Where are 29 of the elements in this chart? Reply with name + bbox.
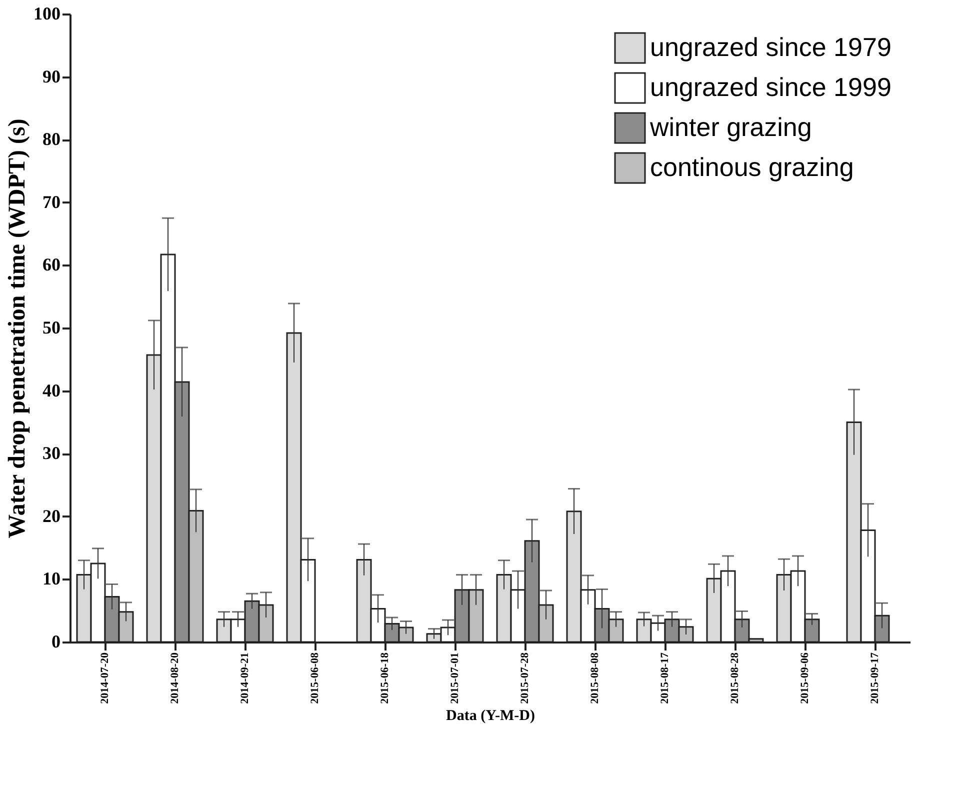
x-tick-label: 2015-07-28 bbox=[519, 652, 531, 704]
y-tick-label: 60 bbox=[42, 254, 60, 275]
x-tick-label: 2015-09-17 bbox=[869, 652, 881, 704]
y-axis-title: Water drop penetration time (WDPT) (s) bbox=[4, 118, 30, 538]
legend-label: ungrazed since 1979 bbox=[650, 32, 892, 62]
x-tick-label: 2015-08-08 bbox=[589, 652, 601, 704]
x-tick-label: 2015-06-18 bbox=[379, 652, 391, 704]
y-tick-label: 70 bbox=[42, 192, 60, 212]
x-tick-label: 2014-08-20 bbox=[169, 652, 181, 704]
y-tick-label: 0 bbox=[52, 632, 60, 652]
x-tick-label: 2015-07-01 bbox=[449, 652, 461, 704]
x-tick-label: 2015-08-17 bbox=[659, 652, 671, 704]
y-tick-label: 100 bbox=[34, 4, 60, 24]
legend-label: continous grazing bbox=[650, 152, 854, 182]
y-tick-label: 20 bbox=[42, 506, 60, 526]
y-tick-label: 50 bbox=[42, 318, 60, 338]
y-tick-label: 80 bbox=[42, 129, 60, 150]
y-tick-label: 90 bbox=[42, 66, 60, 86]
x-tick-label: 2015-06-08 bbox=[309, 652, 321, 704]
y-tick-label: 10 bbox=[42, 568, 60, 589]
x-tick-label: 2014-09-21 bbox=[239, 652, 251, 704]
x-tick-label: 2015-09-06 bbox=[799, 652, 811, 704]
x-tick-label: 2014-07-20 bbox=[99, 652, 111, 704]
y-tick-label: 30 bbox=[42, 443, 60, 464]
legend-label: ungrazed since 1999 bbox=[650, 72, 892, 102]
legend-label: winter grazing bbox=[649, 112, 812, 142]
x-axis-title: Data (Y-M-D) bbox=[446, 708, 536, 724]
y-tick-label: 40 bbox=[42, 380, 60, 400]
x-tick-label: 2015-08-28 bbox=[729, 652, 741, 704]
